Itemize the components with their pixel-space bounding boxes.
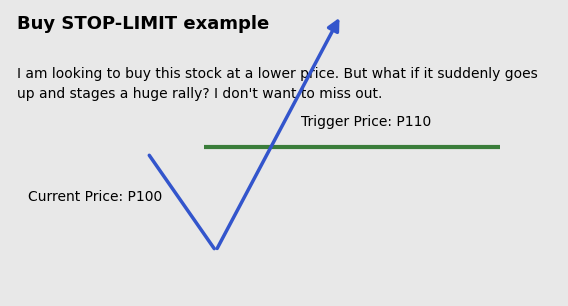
Text: I am looking to buy this stock at a lower price. But what if it suddenly goes
up: I am looking to buy this stock at a lowe… [17,67,538,101]
Text: Buy STOP-LIMIT example: Buy STOP-LIMIT example [17,15,269,33]
Text: Current Price: P100: Current Price: P100 [28,190,162,204]
Text: Trigger Price: P110: Trigger Price: P110 [301,114,431,129]
